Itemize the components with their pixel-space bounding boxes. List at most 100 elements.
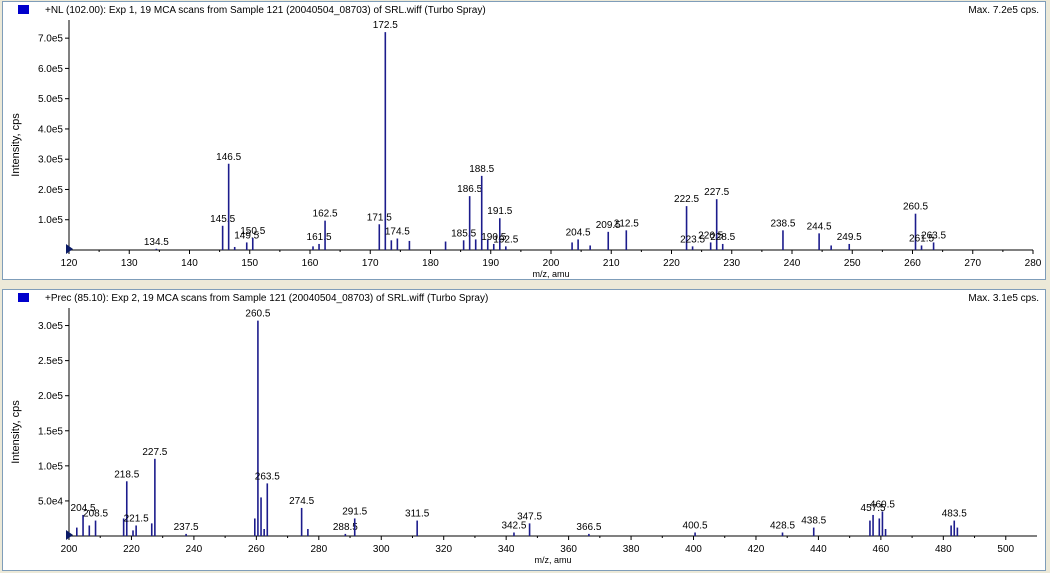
chart1-peak-label: 162.5 bbox=[313, 209, 338, 220]
chart1-peak-label: 238.5 bbox=[770, 218, 795, 229]
chart2-x-tick-label: 420 bbox=[748, 544, 765, 555]
chart1-peak-label: 149.5 bbox=[234, 230, 259, 241]
chart1-x-tick-label: 200 bbox=[543, 258, 560, 269]
chart2-peak-label: 263.5 bbox=[255, 471, 280, 482]
chart2-peak-label: 208.5 bbox=[83, 509, 108, 520]
chart1-x-tick-label: 190 bbox=[482, 258, 499, 269]
chart1-y-tick-label: 1.0e5 bbox=[38, 215, 63, 226]
chart1-peak-label: 227.5 bbox=[704, 187, 729, 198]
chart1-x-tick-label: 170 bbox=[362, 258, 379, 269]
chart2-peak-label: 428.5 bbox=[770, 520, 795, 531]
chart1-y-tick-label: 2.0e5 bbox=[38, 185, 63, 196]
chart1-peak-label: 228.5 bbox=[710, 232, 735, 243]
chart1-peak-label: 249.5 bbox=[837, 232, 862, 243]
chart1-peak-label: 150.5 bbox=[240, 226, 265, 237]
chart1-peak-label: 186.5 bbox=[457, 184, 482, 195]
chart1-peak-label: 171.5 bbox=[367, 212, 392, 223]
chart2-peak-label: 347.5 bbox=[517, 511, 542, 522]
chart1-y-tick-label: 4.0e5 bbox=[38, 124, 63, 135]
chart2-peak-label: 227.5 bbox=[142, 447, 167, 458]
chart2-peak-label: 274.5 bbox=[289, 496, 314, 507]
chart1-x-tick-label: 210 bbox=[603, 258, 620, 269]
chart2-peak-label: 260.5 bbox=[245, 309, 270, 320]
chart1-peak-label: 185.5 bbox=[451, 228, 476, 239]
chart2-peak-label: 311.5 bbox=[405, 509, 430, 520]
chart2-peak-label: 221.5 bbox=[124, 513, 149, 524]
chart2-y-tick-label: 5.0e4 bbox=[38, 496, 63, 507]
chart2-peak-label: 291.5 bbox=[342, 506, 367, 517]
chart1-x-tick-label: 130 bbox=[121, 258, 138, 269]
chart2-x-tick-label: 260 bbox=[248, 544, 265, 555]
chart1-x-tick-label: 270 bbox=[964, 258, 981, 269]
chart2-x-tick-label: 280 bbox=[310, 544, 327, 555]
chart1-peak-label: 174.5 bbox=[385, 227, 410, 238]
chart2-x-axis-title: m/z, amu bbox=[534, 555, 571, 565]
spectrum-panel-1: +NL (102.00): Exp 1, 19 MCA scans from S… bbox=[2, 1, 1046, 280]
chart2-peak-label: 460.5 bbox=[870, 499, 895, 510]
chart2-y-tick-label: 2.5e5 bbox=[38, 356, 63, 367]
panel-1-title: +NL (102.00): Exp 1, 19 MCA scans from S… bbox=[45, 5, 486, 16]
panel-1-header: +NL (102.00): Exp 1, 19 MCA scans from S… bbox=[3, 2, 1045, 22]
chart1-x-tick-label: 120 bbox=[61, 258, 78, 269]
panel-1-color-square bbox=[18, 5, 29, 14]
chart2-x-tick-label: 300 bbox=[373, 544, 390, 555]
chart2-x-tick-label: 500 bbox=[997, 544, 1014, 555]
chart1-peak-label: 263.5 bbox=[921, 230, 946, 241]
chart2-peak-label: 483.5 bbox=[942, 509, 967, 520]
chart1-peak-label: 188.5 bbox=[469, 164, 494, 175]
chart2-x-tick-label: 400 bbox=[685, 544, 702, 555]
chart1-y-tick-label: 5.0e5 bbox=[38, 94, 63, 105]
chart1-peak-label: 261.5 bbox=[909, 233, 934, 244]
chart1-peak-label: 244.5 bbox=[807, 221, 832, 232]
spectrum-plot-2: 5.0e4 1.0e5 1.5e5 2.0e5 2.5e5 3.0e5 200 220 240 2… bbox=[10, 308, 1037, 565]
chart1-x-axis-title: m/z, amu bbox=[532, 269, 569, 279]
panel-2-title: +Prec (85.10): Exp 2, 19 MCA scans from … bbox=[45, 293, 489, 304]
chart1-peak-label: 191.5 bbox=[487, 206, 512, 217]
chart2-y-tick-label: 1.0e5 bbox=[38, 461, 63, 472]
chart1-peak-label: 204.5 bbox=[566, 227, 591, 238]
chart1-y-tick-label: 7.0e5 bbox=[38, 34, 63, 45]
chart1-peak-label: 223.5 bbox=[680, 234, 705, 245]
chart1-y-axis-title: Intensity, cps bbox=[10, 113, 22, 177]
panel-1-max-intensity: Max. 7.2e5 cps. bbox=[968, 5, 1039, 16]
chart1-peak-label: 134.5 bbox=[144, 237, 169, 248]
chart1-peak-label: 172.5 bbox=[373, 20, 398, 31]
chart1-x-tick-label: 240 bbox=[784, 258, 801, 269]
chart1-x-tick-label: 220 bbox=[663, 258, 680, 269]
chart2-x-tick-label: 200 bbox=[61, 544, 78, 555]
chart1-peak-label: 145.5 bbox=[210, 214, 235, 225]
chart1-peak-label: 146.5 bbox=[216, 152, 241, 163]
chart1-y-tick-label: 6.0e5 bbox=[38, 64, 63, 75]
chart1-x-tick-label: 230 bbox=[723, 258, 740, 269]
spectrum-panel-2: +Prec (85.10): Exp 2, 19 MCA scans from … bbox=[2, 289, 1046, 571]
chart2-x-tick-label: 320 bbox=[435, 544, 452, 555]
chart1-peak-label: 190.5 bbox=[481, 232, 506, 243]
chart1-x-tick-label: 250 bbox=[844, 258, 861, 269]
chart2-x-tick-label: 340 bbox=[498, 544, 515, 555]
chart1-x-tick-label: 260 bbox=[904, 258, 921, 269]
panel-2-max-intensity: Max. 3.1e5 cps. bbox=[968, 293, 1039, 304]
chart1-y-tick-label: 3.0e5 bbox=[38, 155, 63, 166]
chart1-x-tick-label: 140 bbox=[181, 258, 198, 269]
chart2-y-tick-label: 3.0e5 bbox=[38, 321, 63, 332]
chart2-x-tick-label: 220 bbox=[123, 544, 140, 555]
chart2-y-tick-label: 2.0e5 bbox=[38, 391, 63, 402]
spectrum-plot-1: 1.0e5 2.0e5 3.0e5 4.0e5 5.0e5 6.0e5 7.0e5 120 13… bbox=[10, 20, 1042, 279]
chart2-peak-label: 204.5 bbox=[71, 503, 96, 514]
chart2-x-tick-label: 380 bbox=[623, 544, 640, 555]
chart1-peak-label: 226.5 bbox=[698, 230, 723, 241]
chart2-x-tick-label: 440 bbox=[810, 544, 827, 555]
chart2-peak-label: 366.5 bbox=[576, 522, 601, 533]
chart1-origin-marker bbox=[66, 244, 73, 254]
chart1-peak-label: 192.5 bbox=[493, 234, 518, 245]
chart2-peak-label: 237.5 bbox=[174, 522, 199, 533]
panel-2-color-square bbox=[18, 293, 29, 302]
chart1-x-tick-label: 160 bbox=[302, 258, 319, 269]
chart2-peak-label: 288.5 bbox=[333, 522, 358, 533]
chart2-x-tick-label: 240 bbox=[186, 544, 203, 555]
chart1-peak-label: 161.5 bbox=[307, 232, 332, 243]
panel-2-header: +Prec (85.10): Exp 2, 19 MCA scans from … bbox=[3, 290, 1045, 310]
chart1-peak-label: 209.5 bbox=[596, 220, 621, 231]
chart2-origin-marker bbox=[66, 530, 73, 540]
chart2-y-tick-label: 1.5e5 bbox=[38, 426, 63, 437]
